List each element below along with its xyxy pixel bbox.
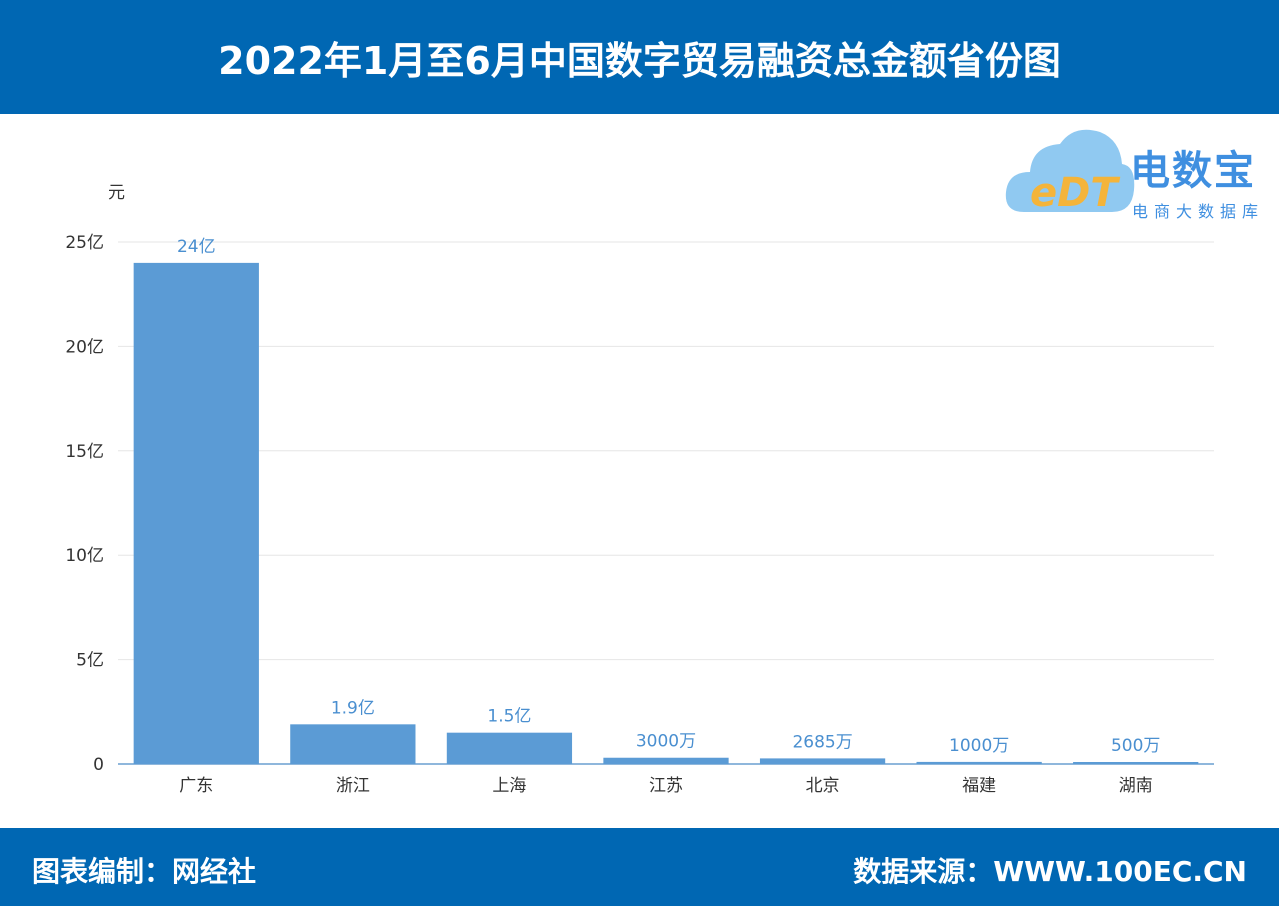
x-tick-label: 浙江	[336, 776, 370, 796]
bar	[603, 757, 729, 764]
edt-cloud-logo-icon: eDT	[1005, 129, 1135, 216]
y-tick-label: 15亿	[65, 442, 104, 462]
bar-value-label: 24亿	[177, 237, 216, 257]
bar-value-label: 1.9亿	[331, 698, 375, 718]
chart-header: 2022年1月至6月中国数字贸易融资总金额省份图	[0, 0, 1279, 114]
chart-title: 2022年1月至6月中国数字贸易融资总金额省份图	[218, 38, 1061, 83]
bar	[446, 732, 573, 764]
x-tick-label: 广东	[179, 776, 213, 796]
y-tick-label: 0	[93, 755, 104, 775]
chart-credit: 图表编制：网经社	[32, 855, 257, 888]
x-tick-label: 上海	[492, 776, 526, 796]
x-tick-label: 江苏	[649, 776, 683, 796]
bar-value-label: 500万	[1111, 736, 1160, 756]
y-tick-label: 25亿	[65, 233, 104, 253]
y-tick-label: 10亿	[65, 546, 104, 566]
x-tick-label: 湖南	[1119, 776, 1153, 796]
bar-value-label: 1000万	[949, 736, 1009, 756]
bar-value-label: 2685万	[792, 732, 852, 752]
y-tick-label: 5亿	[76, 651, 104, 671]
logo-name: 电数宝	[1130, 148, 1256, 194]
logo-tagline: 电商大数据库	[1132, 202, 1265, 221]
bar-value-label: 3000万	[636, 732, 696, 752]
y-axis-unit-label: 元	[108, 183, 125, 203]
bar	[1073, 762, 1199, 764]
bar	[759, 758, 886, 764]
bar-value-label: 1.5亿	[487, 707, 531, 727]
chart-footer: 图表编制：网经社 数据来源：WWW.100EC.CN	[0, 828, 1279, 906]
data-source: 数据来源：WWW.100EC.CN	[853, 855, 1247, 888]
y-tick-label: 20亿	[65, 337, 104, 357]
x-tick-label: 北京	[806, 776, 840, 796]
chart-area: 元 0 5亿 10亿 15亿 20亿 25亿 24亿广东 1.9亿浙江 1.5亿上海 3000万江苏…	[0, 114, 1279, 828]
bar	[916, 761, 1042, 764]
bar	[290, 724, 416, 764]
x-tick-label: 福建	[962, 776, 996, 796]
logo-mark: eDT	[1030, 170, 1120, 216]
bar	[133, 262, 259, 764]
